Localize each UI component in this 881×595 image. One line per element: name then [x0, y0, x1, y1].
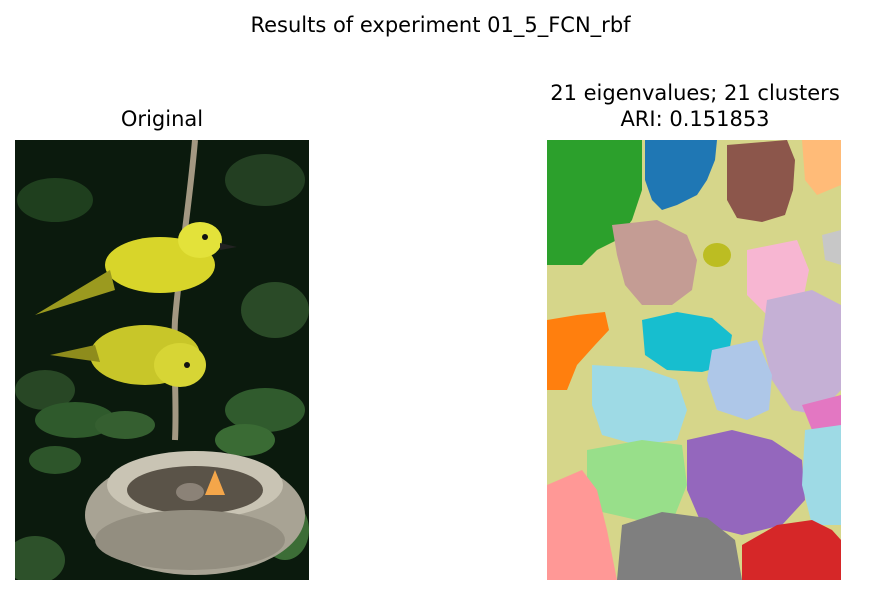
bird-photo-icon	[15, 140, 309, 580]
original-image	[15, 140, 309, 580]
segmentation-map	[547, 140, 841, 580]
segmentation-title: 21 eigenvalues; 21 clusters ARI: 0.15185…	[520, 80, 870, 132]
segmentation-title-line1: 21 eigenvalues; 21 clusters	[550, 81, 840, 105]
original-title: Original	[120, 107, 204, 131]
segmentation-title-line2: ARI: 0.151853	[620, 107, 770, 131]
figure-suptitle: Results of experiment 01_5_FCN_rbf	[250, 13, 631, 37]
segmentation-map-icon	[547, 140, 841, 580]
